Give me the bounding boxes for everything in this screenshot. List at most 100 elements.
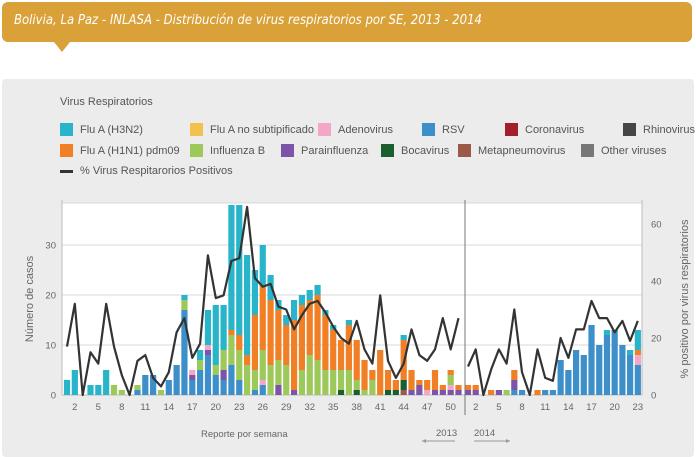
legend-label: RSV [442, 123, 465, 136]
bar-2014-w22-h3n2 [627, 350, 634, 355]
year-arrowhead-2014 [506, 439, 510, 443]
bar-2013-w5-h3n2 [95, 385, 102, 395]
legend-item-flua_ns: Flu A no subtipificado [190, 123, 314, 136]
bar-2013-w38-fluB [353, 380, 360, 390]
bar-2013-w25-fluB [251, 370, 259, 390]
bar-2013-w22-h3n2 [228, 205, 235, 330]
bar-2013-w17-parainf [189, 375, 196, 380]
bar-2014-w21-rsv [619, 345, 626, 395]
bar-2013-w44-h3n2 [400, 335, 407, 340]
legend-item-rsv: RSV [422, 123, 465, 136]
x-tick-label-2014: 14 [563, 402, 574, 413]
bar-2013-w28-h1n1 [275, 310, 282, 360]
bar-2013-w24-h1n1 [243, 355, 251, 365]
bar-2013-w35-fluB [330, 370, 337, 395]
bar-2013-w31-h3n2 [298, 295, 305, 305]
bar-2013-w29-h3n2 [283, 315, 290, 325]
bar-2014-w17-rsv [588, 325, 595, 395]
bar-2013-w36-boca [337, 390, 345, 395]
legend-swatch [505, 123, 518, 136]
bar-2013-w24-h3n2 [243, 255, 251, 355]
bar-2013-w15-rsv [173, 365, 180, 395]
bar-2013-w39-h1n1 [361, 360, 368, 390]
bar-2014-w8-rsv [518, 390, 526, 395]
y2-tick-label: 60 [651, 220, 662, 231]
bar-2013-w26-h3n2 [259, 245, 266, 285]
bar-2013-w36-fluB [337, 370, 345, 390]
x-axis-label: Reporte por semana [201, 429, 288, 440]
bar-2013-w20-h3n2 [212, 305, 219, 365]
bar-2013-w40-fluB [369, 380, 376, 395]
bar-2013-w2-h3n2 [71, 370, 78, 395]
bar-2013-w6-h3n2 [103, 370, 110, 395]
legend-swatch [318, 123, 331, 136]
bar-2013-w27-h3n2 [267, 275, 274, 300]
legend-item-fluB: Influenza B [190, 144, 265, 157]
bar-2013-w18-fluB [197, 360, 204, 370]
bar-2013-w23-rsv [236, 380, 243, 395]
x-tick-label-2014: 5 [496, 402, 501, 413]
bar-2013-w50-adeno [447, 385, 454, 390]
bar-2013-w27-fluB [267, 365, 274, 395]
bar-2013-w18-h3n2 [197, 350, 204, 360]
bar-2013-w30-h1n1 [290, 320, 298, 390]
bar-2013-w47-h1n1 [424, 380, 431, 390]
x-tick-label-2013: 44 [398, 402, 409, 413]
legend-item-h1n1: Flu A (H1N1) pdm09 [60, 144, 180, 157]
legend-label: Flu A (H3N2) [80, 123, 143, 136]
bar-2014-w19-h3n2 [603, 330, 611, 335]
bar-2013-w31-fluB [298, 370, 305, 395]
x-tick-label-2013: 2 [72, 402, 77, 413]
bar-2013-w31-h1n1 [298, 305, 305, 370]
bar-2013-w46-parainf [416, 385, 423, 395]
x-tick-label-2014: 8 [519, 402, 524, 413]
y2-tick-label: 40 [651, 277, 662, 288]
bar-2014-w10-h1n1 [534, 390, 541, 395]
bar-2013-w32-h1n1 [306, 300, 313, 355]
legend-label: Coronavirus [525, 123, 585, 136]
bar-2013-w20-fluB [212, 365, 219, 375]
bar-2013-w43-boca [392, 390, 399, 395]
x-tick-label-2013: 32 [304, 402, 315, 413]
bar-2013-w44-boca [400, 380, 407, 390]
bar-2013-w42-boca [384, 390, 392, 395]
bar-2014-w2-h1n1 [472, 385, 479, 390]
legend-item-other: Other viruses [581, 144, 666, 157]
bar-2013-w19-parainf [204, 350, 212, 355]
bar-2013-w50-fluB [447, 375, 454, 385]
legend-label: Adenovirus [338, 123, 394, 136]
year-arrowhead-2013 [422, 439, 426, 443]
legend-item-boca: Bocavirus [381, 144, 449, 157]
legend-swatch [190, 123, 203, 136]
bar-2013-w17-adeno [189, 370, 196, 375]
x-tick-label-2013: 5 [96, 402, 101, 413]
bar-2013-w38-boca [353, 390, 360, 395]
bar-2014-w23-h1n1 [634, 350, 641, 355]
bar-2014-w16-rsv [580, 355, 587, 395]
bar-2013-w45-parainf [408, 390, 415, 395]
bar-2013-w19-rsv [204, 355, 212, 395]
legend-swatch [458, 144, 471, 157]
bar-2013-w23-h1n1 [236, 335, 243, 350]
bar-2013-w22-fluB [228, 335, 235, 365]
bar-2013-w35-h1n1 [330, 330, 337, 370]
bar-2013-w21-parainf [220, 370, 227, 380]
bar-2014-w12-rsv [549, 390, 557, 395]
bar-2013-w26-fluB [259, 350, 266, 380]
bar-2013-w26-h1n1 [259, 285, 266, 350]
bar-2013-w43-h1n1 [392, 380, 399, 390]
bar-2013-w49-h1n1 [439, 385, 446, 390]
legend-swatch [60, 144, 73, 157]
y-axis-label: Número de casos [24, 255, 36, 342]
y2-tick-label: 20 [651, 334, 662, 345]
title-banner: Bolivia, La Paz - INLASA - Distribución … [2, 2, 692, 52]
legend-swatch [422, 123, 435, 136]
bar-2013-w36-h1n1 [337, 340, 345, 370]
y-tick-label: 10 [45, 341, 56, 352]
bar-2013-w10-fluB [134, 385, 141, 390]
bar-2013-w12-rsv [150, 375, 157, 395]
bar-2013-w25-h1n1 [251, 315, 259, 370]
bar-2014-w11-rsv [542, 390, 549, 395]
bar-2013-w19-adeno [204, 345, 212, 350]
bar-2014-w1-parainf [464, 390, 472, 395]
